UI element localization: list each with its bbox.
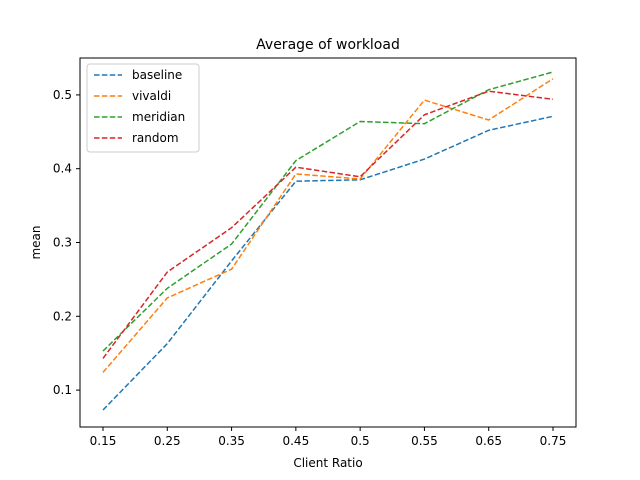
series-line-vivaldi bbox=[102, 78, 554, 373]
x-tick-label: 0.35 bbox=[218, 434, 245, 448]
y-axis: 0.1 0.2 0.3 0.4 0.5 bbox=[53, 88, 80, 397]
chart-title: Average of workload bbox=[256, 37, 400, 53]
x-tick-label: 0.55 bbox=[411, 434, 438, 448]
series-line-random bbox=[102, 90, 554, 359]
x-tick-label: 0.45 bbox=[282, 434, 309, 448]
y-tick-label: 0.4 bbox=[53, 162, 72, 176]
y-tick-label: 0.3 bbox=[53, 236, 72, 250]
x-tick-label: 0.25 bbox=[154, 434, 181, 448]
x-axis-title: Client Ratio bbox=[293, 456, 362, 470]
x-tick-label: 0.65 bbox=[475, 434, 502, 448]
legend: baseline vivaldi meridian random bbox=[86, 63, 200, 153]
x-tick-label: 0.15 bbox=[90, 434, 117, 448]
y-axis-title: mean bbox=[29, 225, 43, 259]
y-tick-label: 0.1 bbox=[53, 383, 72, 397]
plot-area bbox=[102, 71, 554, 411]
x-axis: 0.15 0.25 0.35 0.45 0.5 0.55 0.65 0.75 bbox=[90, 427, 567, 448]
legend-box bbox=[86, 63, 200, 153]
x-tick-label: 0.5 bbox=[351, 434, 370, 448]
legend-label-random: random bbox=[132, 131, 179, 145]
y-tick-label: 0.2 bbox=[53, 309, 72, 323]
y-tick-label: 0.5 bbox=[53, 88, 72, 102]
series-line-meridian bbox=[102, 71, 554, 352]
legend-label-vivaldi: vivaldi bbox=[132, 89, 171, 103]
x-tick-label: 0.75 bbox=[540, 434, 567, 448]
legend-label-baseline: baseline bbox=[132, 68, 182, 82]
legend-label-meridian: meridian bbox=[132, 110, 185, 124]
series-line-baseline bbox=[102, 115, 554, 411]
